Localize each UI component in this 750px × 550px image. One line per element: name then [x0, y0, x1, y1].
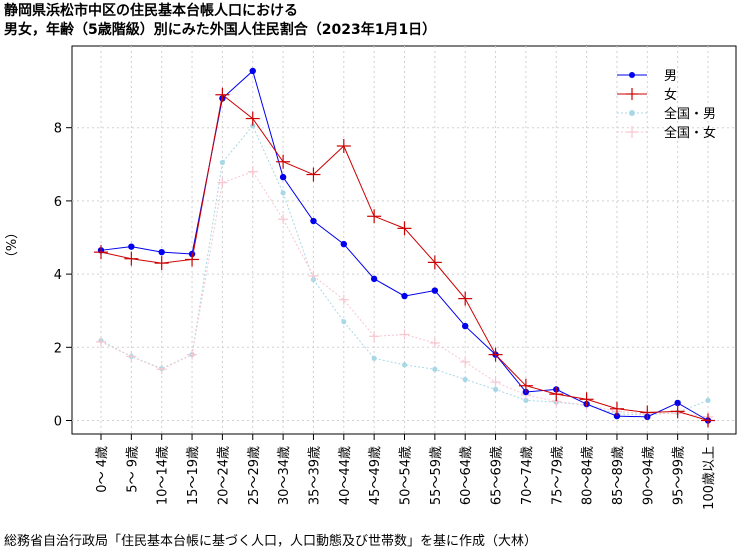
series-line — [100, 124, 709, 416]
x-tick-label: 15～19歳 — [186, 446, 201, 505]
data-point — [705, 397, 711, 403]
x-tick-label: 25～29歳 — [247, 446, 262, 505]
x-tick-label: 90～94歳 — [641, 446, 656, 505]
x-tick-label: 50～54歳 — [399, 446, 414, 505]
source-note: 総務省自治行政局「住民基本台帳に基づく人口，人口動態及び世帯数」を基に作成（大林… — [4, 534, 538, 549]
legend-entry: 全国・女 — [617, 125, 716, 141]
legend-entry: 女 — [617, 87, 677, 103]
legend-label: 全国・男 — [664, 106, 716, 122]
chart-title: 静岡県浜松市中区の住民基本台帳人口における 男女，年齢（5歳階級）別にみた外国人… — [4, 2, 436, 40]
data-point — [462, 376, 468, 383]
data-point — [341, 319, 347, 325]
y-tick-label: 6 — [54, 195, 62, 210]
x-tick-label: 80～84歳 — [581, 446, 596, 505]
data-point — [158, 248, 165, 256]
data-point — [432, 366, 438, 372]
x-tick-label: 30～34歳 — [277, 446, 292, 505]
x-tick-label: 20～24歳 — [216, 446, 231, 505]
data-point — [674, 399, 681, 407]
legend-marker — [629, 110, 635, 116]
data-point — [370, 275, 378, 283]
chart-title-line1: 静岡県浜松市中区の住民基本台帳人口における — [4, 3, 298, 19]
data-point — [462, 322, 469, 330]
x-tick-label: 85～89歳 — [611, 446, 626, 505]
data-point — [249, 67, 256, 75]
y-tick-label: 0 — [54, 415, 62, 430]
legend-marker — [629, 72, 635, 78]
legend-entry: 男 — [617, 69, 677, 84]
x-tick-label: 40～44歳 — [338, 446, 353, 505]
data-point — [310, 217, 317, 225]
data-point — [431, 287, 439, 294]
data-point — [401, 292, 408, 300]
x-tick-label: 70～74歳 — [520, 446, 535, 505]
plot-frame — [71, 45, 737, 435]
data-point — [250, 123, 256, 129]
legend-label: 女 — [664, 87, 677, 103]
legend-label: 男 — [664, 69, 677, 84]
data-point — [371, 355, 377, 361]
y-tick-label: 8 — [54, 122, 62, 137]
series-line — [100, 70, 709, 421]
y-tick-label: 4 — [54, 268, 62, 283]
data-point — [492, 386, 499, 392]
data-point — [523, 397, 529, 403]
x-tick-label: 60～64歳 — [459, 446, 474, 505]
chart-title-line2: 男女，年齢（5歳階級）別にみた外国人住民割合（2023年1月1日） — [4, 22, 437, 38]
x-tick-label: 95～99歳 — [672, 446, 687, 505]
x-tick-label: 0～ 4歳 — [95, 446, 110, 493]
data-point — [401, 362, 408, 368]
x-tick-label: 5～ 9歳 — [125, 446, 140, 493]
x-tick-label: 100歳以上 — [702, 446, 717, 510]
legend-entry: 全国・男 — [617, 106, 716, 122]
legend-label: 全国・女 — [664, 125, 716, 141]
y-axis-label: （%） — [5, 226, 20, 264]
data-point — [219, 159, 225, 166]
data-point — [340, 240, 347, 248]
x-tick-label: 55～59歳 — [429, 446, 444, 505]
x-tick-label: 35～39歳 — [307, 446, 322, 505]
data-point — [279, 173, 287, 181]
x-tick-label: 10～14歳 — [156, 446, 171, 505]
data-point — [128, 243, 135, 250]
data-point — [280, 190, 286, 196]
data-point — [613, 412, 621, 420]
y-tick-label: 2 — [54, 341, 62, 356]
x-tick-label: 75～79歳 — [550, 446, 565, 505]
x-tick-label: 65～69歳 — [490, 446, 505, 505]
x-tick-label: 45～49歳 — [368, 446, 383, 505]
series-1 — [94, 87, 715, 428]
